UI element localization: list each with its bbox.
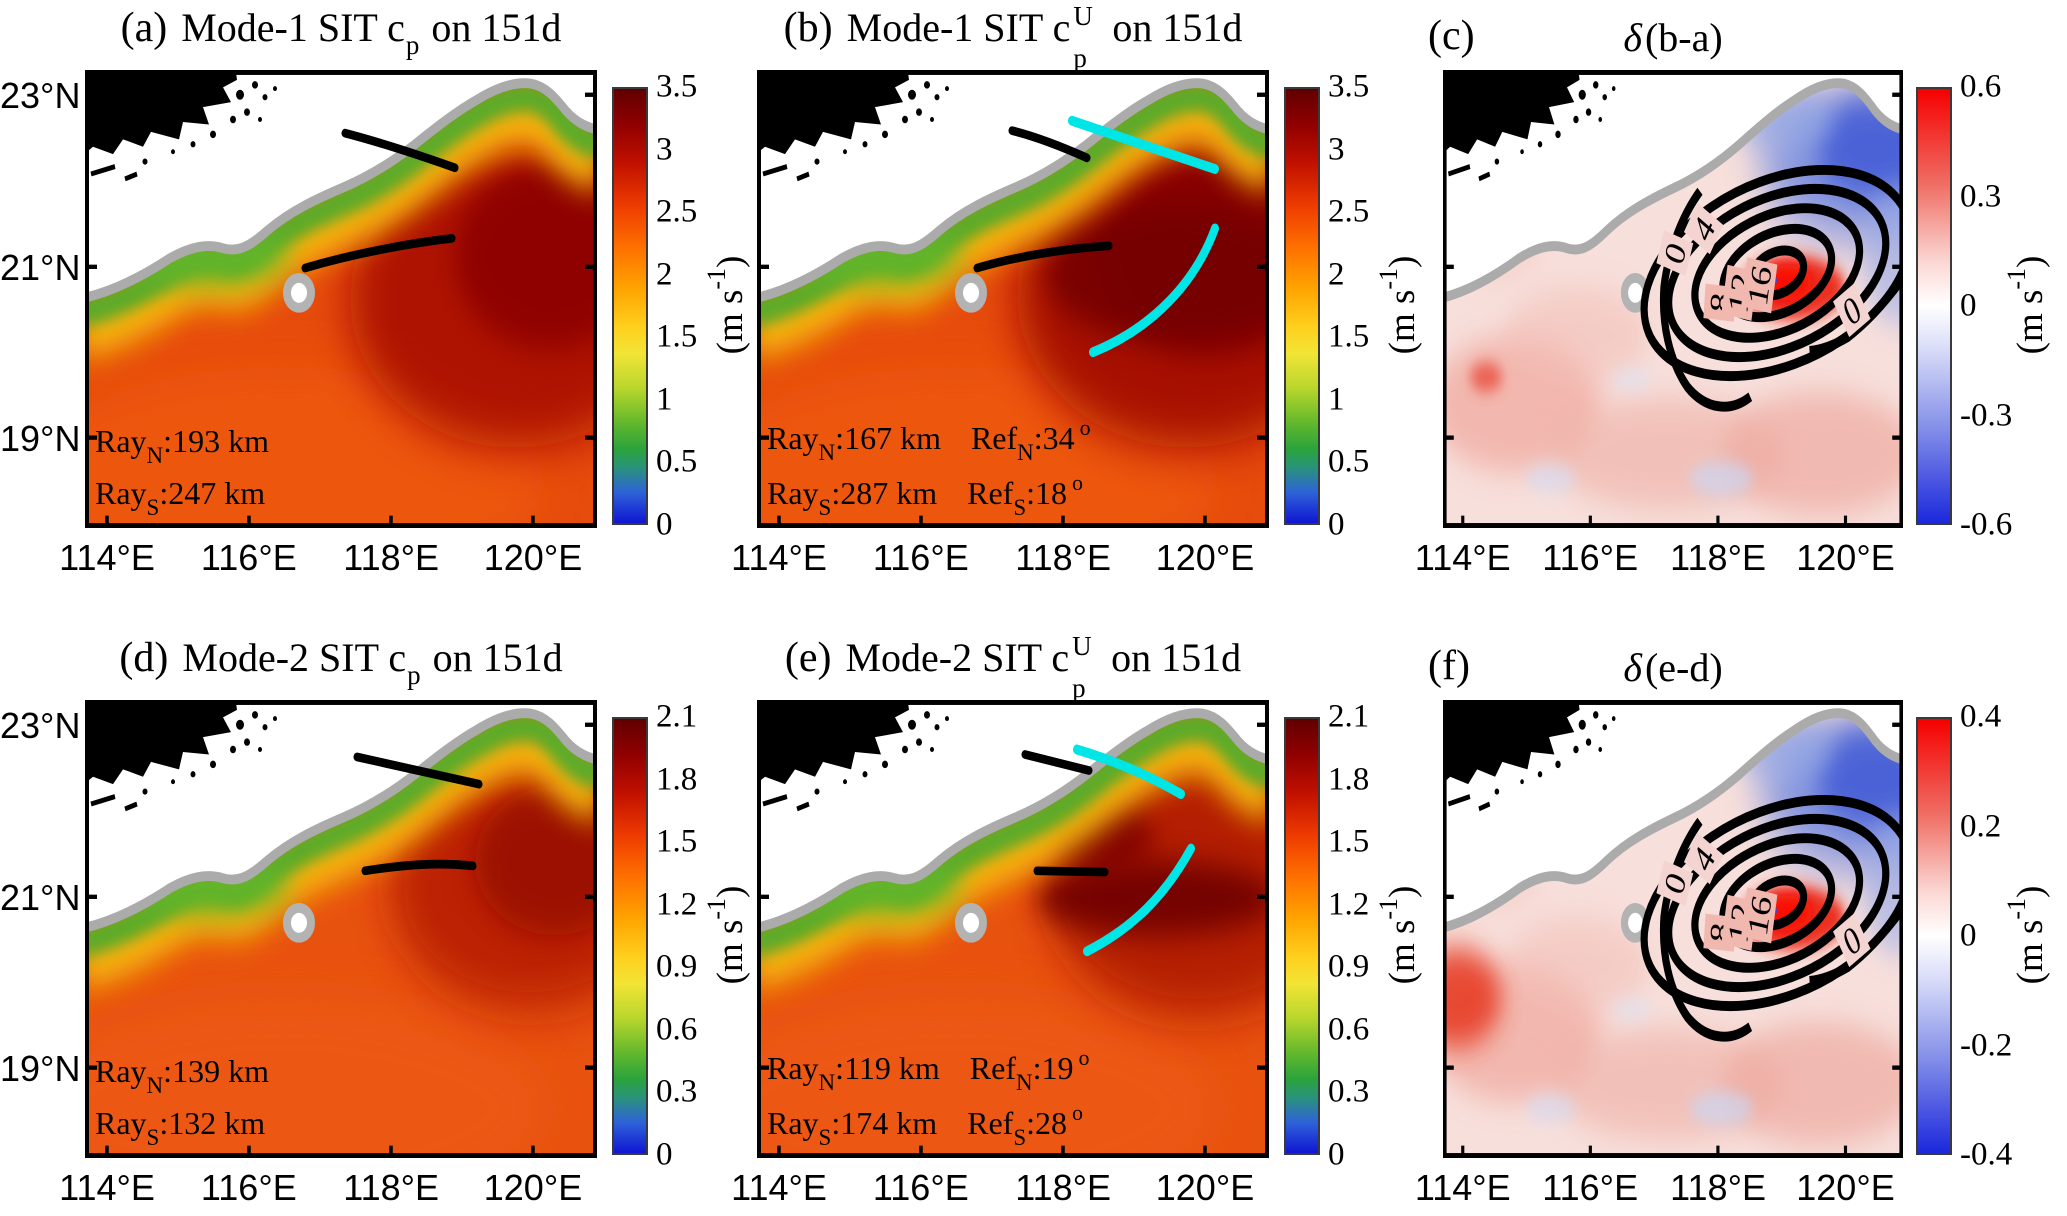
- y-tick-21n-row1: 21°N: [0, 247, 81, 288]
- north-ray: [353, 752, 483, 789]
- colorbar-e-unit: (m s -1): [1374, 885, 1423, 985]
- ray-paths: [1021, 744, 1195, 957]
- ref-s-text: RefS:28 o: [967, 1100, 1084, 1151]
- y-tick-23n-row1: 23°N: [0, 75, 81, 116]
- ray-s-text: RayS:174 km: [767, 1105, 938, 1151]
- x-axis-panel-e: 114°E 116°E 118°E 120°E: [731, 1167, 1255, 1208]
- ray-s-text: RayS:132 km: [95, 1105, 266, 1151]
- south-refracted-ray: [1089, 223, 1219, 358]
- contour-rings: [1640, 794, 1903, 1012]
- ray-paths: [353, 752, 483, 876]
- x-axis-panel-a: 114°E 116°E 118°E 120°E: [59, 537, 583, 578]
- map-panel-c: 0 4 8 12 16 0: [1443, 70, 1903, 528]
- panel-e-annotation: RayN:119 km RefN:19 o RayS:174 km RefS:28 o: [767, 1043, 1089, 1154]
- zero-contour-east: [1809, 904, 1903, 986]
- panel-d-letter: (d): [119, 635, 169, 681]
- panel-d-title: (d) Mode-2 SIT cp on 151d: [85, 634, 597, 691]
- colorbar-d: [612, 717, 648, 1155]
- y-tick-21n-row2: 21°N: [0, 877, 81, 918]
- map-panel-e: RayN:119 km RefN:19 o RayS:174 km RefS:28 o: [757, 700, 1269, 1158]
- y-tick-19n-row2: 19°N: [0, 1048, 81, 1089]
- colorbar-e: [1284, 717, 1320, 1155]
- ref-s-text: RefS:18 o: [967, 470, 1084, 521]
- y-tick-23n-row2: 23°N: [0, 705, 81, 746]
- panel-a-title: (a) Mode-1 SIT cp on 151d: [85, 4, 597, 61]
- colorbar-b: [1284, 87, 1320, 525]
- north-ray: [341, 128, 459, 173]
- y-tick-19n-row1: 19°N: [0, 418, 81, 459]
- colorbar-b-ticks: 3.5 3 2.5 2 1.5 1 0.5 0: [1328, 68, 1370, 543]
- panel-d-annotation: RayN:139 km RayS:132 km: [95, 1049, 269, 1154]
- panel-f-letter: (f): [1428, 643, 1470, 689]
- panel-a-annotation: RayN:193 km RayS:247 km: [95, 419, 269, 524]
- panel-c-title: δ(b-a): [1623, 15, 1723, 60]
- colorbar-a-ticks: 3.5 3 2.5 2 1.5 1 0.5 0: [656, 68, 698, 543]
- colorbar-c-ticks: 0.6 0.3 0 -0.3 -0.6: [1960, 68, 2013, 543]
- colorbar-f-ticks: 0.4 0.2 0 -0.2 -0.4: [1960, 698, 2013, 1173]
- north-refracted-ray: [1068, 115, 1219, 174]
- ref-n-text: RefN:19 o: [969, 1044, 1090, 1095]
- x-axis-panel-c: 114°E 116°E 118°E 120°E: [1414, 537, 1895, 578]
- south-refracted-ray: [1083, 843, 1195, 957]
- x-axis-panel-b: 114°E 116°E 118°E 120°E: [731, 537, 1255, 578]
- ray-s-text: RayS:287 km: [767, 475, 938, 521]
- ray-n-text: RayN:119 km: [767, 1049, 940, 1095]
- panel-e-letter: (e): [784, 635, 832, 681]
- map-panel-a: RayN:193 km RayS:247 km: [85, 70, 597, 528]
- svg-text:16: 16: [1742, 262, 1778, 309]
- ray-n-text: RayN:167 km: [767, 419, 941, 465]
- panel-b-letter: (b): [783, 5, 833, 51]
- ref-n-text: RefN:34 o: [970, 414, 1091, 465]
- panel-d-title-text: Mode-2 SIT cp on 151d: [182, 635, 563, 690]
- south-ray: [361, 859, 477, 876]
- north-refracted-ray: [1073, 744, 1185, 800]
- map-panel-f: 0 4 8 12 16 0: [1443, 700, 1903, 1158]
- map-panel-b: RayN:167 km RefN:34 o RayS:287 km RefS:18 o: [757, 70, 1269, 528]
- colorbar-c: [1916, 87, 1952, 525]
- colorbar-f: [1916, 717, 1952, 1155]
- map-panel-d: RayN:139 km RayS:132 km: [85, 700, 597, 1158]
- colorbar-c-unit: (m s -1): [2002, 255, 2051, 355]
- south-ray: [301, 234, 456, 273]
- panel-b-annotation: RayN:167 km RefN:34 o RayS:287 km RefS:18 o: [767, 413, 1091, 524]
- ray-n-text: RayN:193 km: [95, 422, 269, 468]
- colorbar-d-unit: (m s -1): [702, 885, 751, 985]
- colorbar-a: [612, 87, 648, 525]
- colorbar-d-ticks: 2.1 1.8 1.5 1.2 0.9 0.6 0.3 0: [656, 698, 698, 1173]
- panel-a-letter: (a): [120, 5, 168, 51]
- panel-a-title-text: Mode-1 SIT cp on 151d: [181, 5, 562, 60]
- panel-c-letter: (c): [1428, 13, 1475, 59]
- ray-paths: [973, 115, 1219, 358]
- zero-contour-east: [1809, 274, 1903, 356]
- colorbar-e-ticks: 2.1 1.8 1.5 1.2 0.9 0.6 0.3 0: [1328, 698, 1370, 1173]
- south-ray: [1033, 866, 1109, 877]
- north-ray: [1021, 750, 1093, 775]
- north-ray: [1008, 126, 1091, 163]
- ray-n-text: RayN:139 km: [95, 1052, 269, 1098]
- ray-s-text: RayS:247 km: [95, 475, 266, 521]
- x-axis-panel-f: 114°E 116°E 118°E 120°E: [1414, 1167, 1895, 1208]
- ray-paths: [301, 128, 459, 273]
- colorbar-a-unit: (m s -1): [702, 255, 751, 355]
- x-axis-panel-d: 114°E 116°E 118°E 120°E: [59, 1167, 583, 1208]
- south-ray: [973, 241, 1113, 273]
- colorbar-f-unit: (m s -1): [2002, 885, 2051, 985]
- panel-f-title: δ(e-d): [1623, 645, 1723, 690]
- colorbar-b-unit: (m s -1): [1374, 255, 1423, 355]
- svg-text:16: 16: [1742, 892, 1778, 939]
